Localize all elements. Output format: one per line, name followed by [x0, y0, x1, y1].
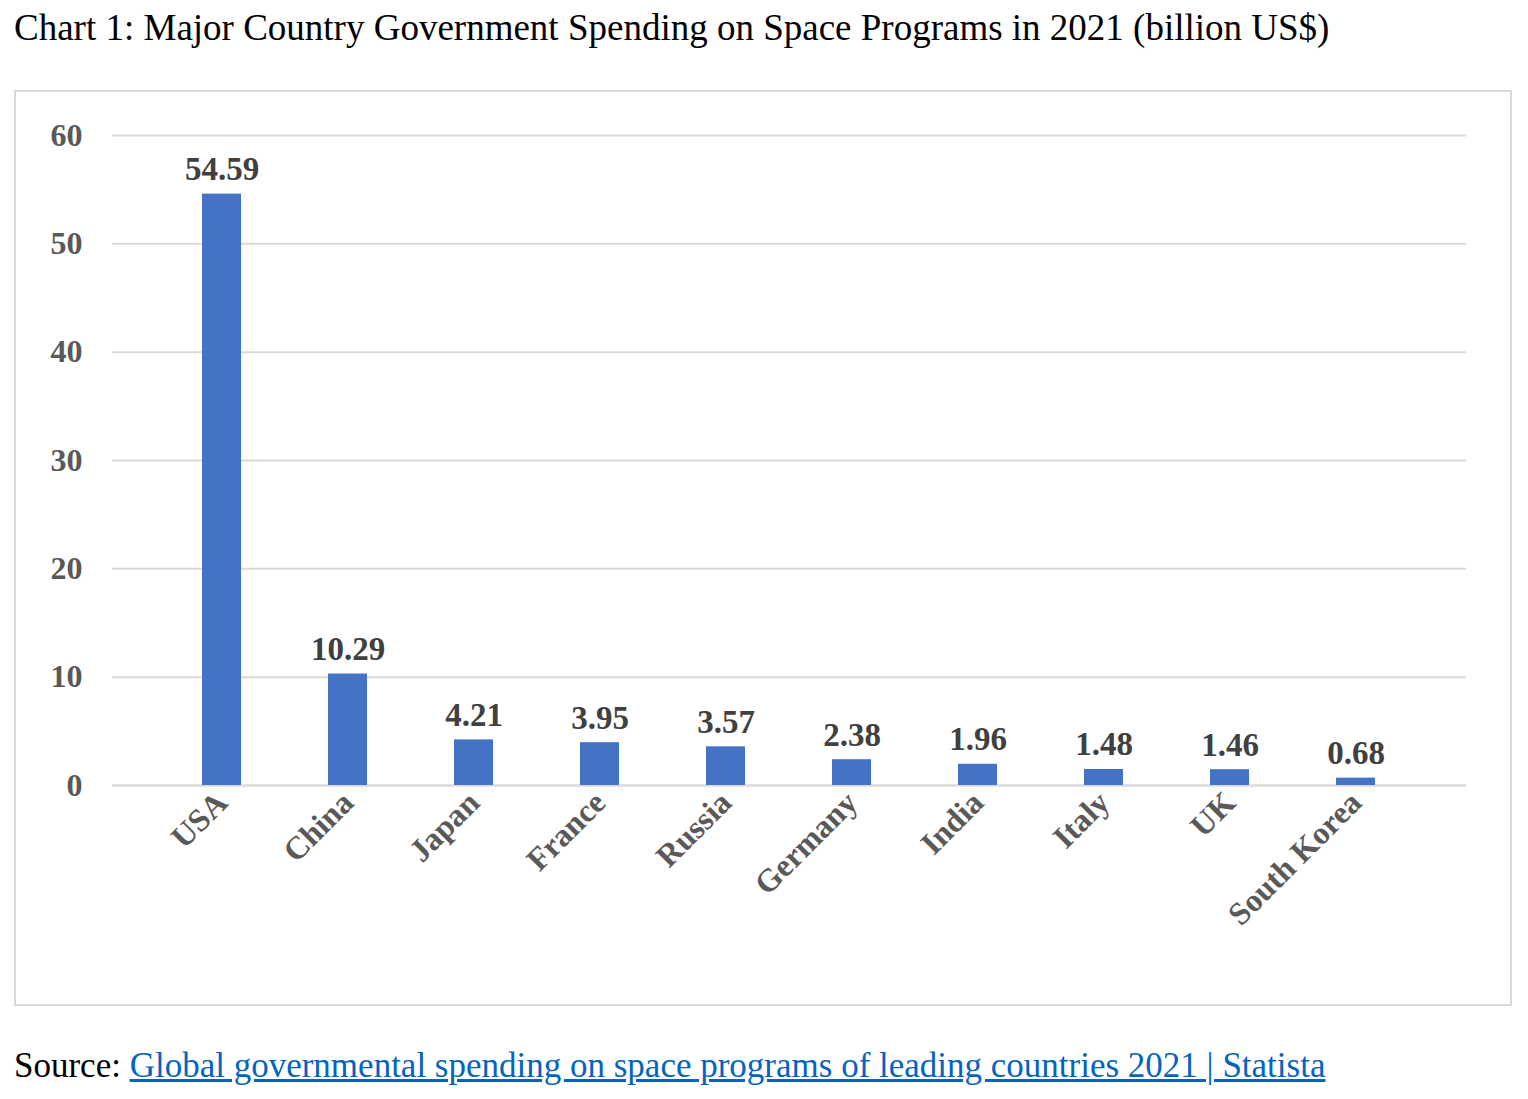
- svg-text:1.96: 1.96: [949, 721, 1007, 757]
- svg-text:0.68: 0.68: [1327, 735, 1385, 771]
- svg-text:1.46: 1.46: [1201, 727, 1259, 763]
- svg-text:Japan: Japan: [402, 784, 487, 869]
- svg-text:France: France: [519, 784, 612, 877]
- svg-text:Italy: Italy: [1045, 784, 1116, 855]
- svg-text:10.29: 10.29: [311, 631, 385, 667]
- svg-text:10: 10: [51, 658, 83, 694]
- svg-text:Germany: Germany: [747, 784, 864, 901]
- svg-text:3.57: 3.57: [697, 704, 755, 740]
- svg-text:20: 20: [51, 550, 83, 586]
- svg-text:India: India: [913, 784, 990, 861]
- svg-text:30: 30: [51, 442, 83, 478]
- svg-text:50: 50: [51, 225, 83, 261]
- html-text:Chart 1: Major Country Governm: Chart 1: Major Country Government Spendi…: [14, 7, 1330, 48]
- svg-text:USA: USA: [163, 784, 234, 855]
- svg-text:UK: UK: [1183, 784, 1242, 843]
- svg-text:1.48: 1.48: [1075, 726, 1133, 762]
- svg-text:China: China: [276, 784, 361, 869]
- svg-text:4.21: 4.21: [445, 697, 503, 733]
- svg-text:2.38: 2.38: [823, 717, 881, 753]
- svg-text:3.95: 3.95: [571, 700, 629, 736]
- svg-text:54.59: 54.59: [185, 151, 259, 187]
- svg-text:40: 40: [51, 333, 83, 369]
- svg-text:0: 0: [67, 767, 83, 803]
- svg-text:60: 60: [51, 117, 83, 153]
- html-text:Source: Global governmental sp: Source: Global governmental spending on …: [14, 1046, 1326, 1085]
- svg-text:Russia: Russia: [649, 784, 739, 874]
- svg-text:South Korea: South Korea: [1221, 784, 1369, 932]
